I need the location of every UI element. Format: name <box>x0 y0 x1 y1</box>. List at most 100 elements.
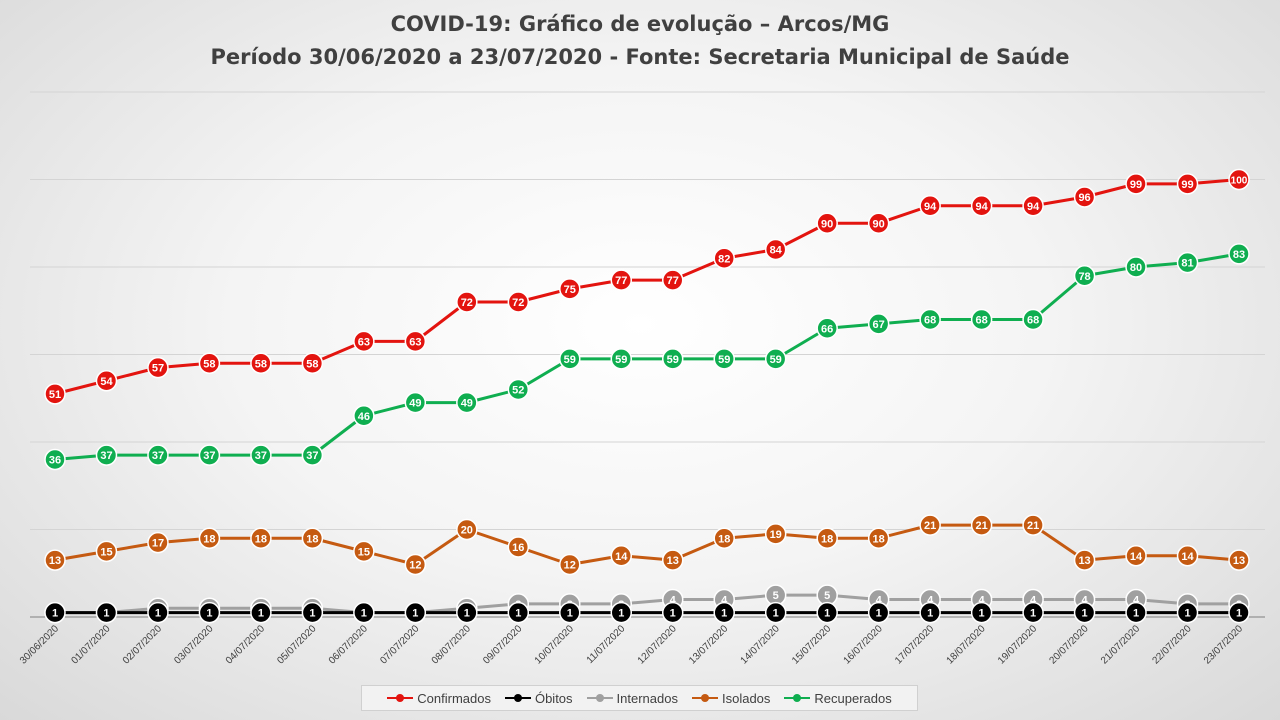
data-label-recuperados: 59 <box>564 354 576 366</box>
data-label-confirmados: 57 <box>152 363 164 375</box>
data-point-obitos <box>1022 601 1044 624</box>
data-point-confirmados <box>1228 168 1250 191</box>
data-label-confirmados: 100 <box>1231 176 1248 187</box>
data-point-recuperados <box>610 348 633 370</box>
data-point-recuperados <box>970 308 993 331</box>
chart-title-line-2: Período 30/06/2020 a 23/07/2020 - Fonte:… <box>210 45 1070 69</box>
data-point-isolados <box>404 553 427 576</box>
data-label-recuperados: 68 <box>975 315 987 327</box>
data-point-obitos <box>507 601 530 624</box>
series-line-isolados <box>54 523 1240 566</box>
data-point-isolados <box>764 523 787 545</box>
data-point-confirmados <box>816 212 838 234</box>
data-label-confirmados: 72 <box>461 297 473 309</box>
x-tick-label: 21/07/2020 <box>1099 623 1142 666</box>
data-point-isolados <box>1176 545 1199 567</box>
x-tick-label: 17/07/2020 <box>893 623 936 666</box>
data-label-isolados: 16 <box>512 542 524 554</box>
x-tick-label: 13/07/2020 <box>687 623 730 666</box>
legend-swatch-obitos <box>504 693 531 703</box>
x-tick-label: 16/07/2020 <box>842 623 885 666</box>
data-point-isolados <box>713 527 735 549</box>
data-point-confirmados <box>198 352 221 374</box>
data-point-isolados <box>970 514 993 536</box>
data-label-recuperados: 67 <box>873 319 885 331</box>
data-label-confirmados: 90 <box>873 218 885 230</box>
data-label-confirmados: 77 <box>667 275 679 287</box>
data-label-recuperados: 59 <box>667 354 679 366</box>
data-point-obitos <box>353 601 375 624</box>
data-label-obitos: 1 <box>412 608 418 620</box>
series-line-confirmados <box>54 178 1240 396</box>
data-point-obitos <box>1176 601 1199 624</box>
data-label-obitos: 1 <box>979 608 985 620</box>
data-label-confirmados: 58 <box>203 358 215 370</box>
x-tick-label: 20/07/2020 <box>1048 623 1091 666</box>
data-label-obitos: 1 <box>103 608 109 620</box>
data-point-obitos <box>559 601 581 624</box>
data-label-recuperados: 83 <box>1233 249 1245 261</box>
x-tick-label: 10/07/2020 <box>533 623 576 666</box>
data-label-isolados: 15 <box>100 546 112 558</box>
data-label-obitos: 1 <box>309 608 315 620</box>
legend-label-obitos: Óbitos <box>534 690 573 706</box>
data-point-recuperados <box>816 317 838 339</box>
data-label-obitos: 1 <box>567 608 573 620</box>
data-point-confirmados <box>559 278 581 300</box>
data-label-confirmados: 94 <box>975 201 988 213</box>
data-point-confirmados <box>764 238 787 261</box>
data-point-obitos <box>970 601 993 624</box>
data-point-isolados <box>1125 545 1147 567</box>
data-point-isolados <box>301 527 324 549</box>
data-point-recuperados <box>507 378 530 401</box>
data-label-internados: 4 <box>1133 595 1140 607</box>
x-tick-label: 18/07/2020 <box>945 623 988 666</box>
data-point-recuperados <box>250 444 272 466</box>
x-tick-label: 23/07/2020 <box>1202 623 1245 666</box>
legend-swatch-isolados <box>691 693 718 703</box>
data-label-internados: 4 <box>1030 595 1037 607</box>
data-label-confirmados: 99 <box>1181 179 1193 191</box>
legend-item-recuperados: Recuperados <box>784 690 892 706</box>
data-label-isolados: 13 <box>49 555 61 567</box>
x-tick-label: 11/07/2020 <box>585 623 628 666</box>
data-point-obitos <box>44 601 66 624</box>
data-point-obitos <box>95 601 118 624</box>
data-label-obitos: 1 <box>258 608 264 620</box>
data-label-isolados: 14 <box>1130 551 1143 563</box>
data-label-isolados: 12 <box>409 560 421 572</box>
legend-label-recuperados: Recuperados <box>814 690 892 706</box>
data-label-isolados: 18 <box>203 533 215 545</box>
data-label-confirmados: 96 <box>1078 192 1090 204</box>
data-point-confirmados <box>301 352 324 374</box>
data-label-obitos: 1 <box>1184 608 1190 620</box>
data-label-obitos: 1 <box>824 608 830 620</box>
data-label-isolados: 13 <box>667 555 679 567</box>
data-point-isolados <box>147 531 169 554</box>
data-point-obitos <box>764 601 787 624</box>
data-point-obitos <box>250 601 272 624</box>
data-label-isolados: 21 <box>924 520 936 532</box>
x-tick-label: 12/07/2020 <box>636 623 679 666</box>
data-point-isolados <box>661 549 684 571</box>
data-label-confirmados: 63 <box>358 336 370 348</box>
data-point-confirmados <box>404 330 427 353</box>
data-point-isolados <box>353 540 375 563</box>
legend-label-internados: Internados <box>616 690 678 706</box>
data-label-internados: 4 <box>1082 595 1089 607</box>
data-label-recuperados: 66 <box>821 323 833 335</box>
data-label-confirmados: 75 <box>564 284 576 296</box>
legend-swatch-internados <box>586 693 613 703</box>
data-point-isolados <box>1228 549 1250 571</box>
data-point-confirmados <box>95 370 118 392</box>
data-point-recuperados <box>559 348 581 370</box>
legend-item-confirmados: Confirmados <box>387 691 491 706</box>
data-point-isolados <box>919 514 941 536</box>
data-point-obitos <box>713 601 735 624</box>
data-label-recuperados: 37 <box>100 450 112 462</box>
data-point-isolados <box>1073 549 1096 571</box>
data-label-recuperados: 52 <box>512 385 524 397</box>
data-label-recuperados: 37 <box>152 450 164 462</box>
data-label-recuperados: 49 <box>461 398 473 410</box>
data-point-recuperados <box>713 348 735 370</box>
